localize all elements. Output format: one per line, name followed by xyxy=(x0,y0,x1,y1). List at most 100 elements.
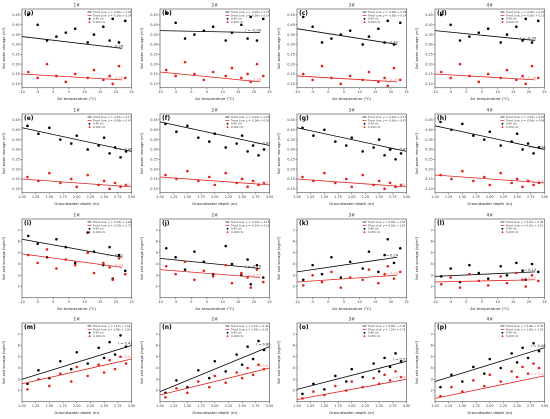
data-point xyxy=(196,380,200,384)
x-tick-label: 10 xyxy=(82,90,86,94)
x-axis-label: Air temperature (°C) xyxy=(195,96,235,101)
data-point xyxy=(367,267,371,271)
x-tick-label: 5 xyxy=(68,90,70,94)
data-point xyxy=(334,374,337,378)
data-point xyxy=(48,384,51,388)
panel-letter: (f) xyxy=(162,115,170,122)
y-tick-label: 0.25 xyxy=(12,157,20,161)
data-point xyxy=(498,171,502,175)
correlation-label: r = 0.24 xyxy=(383,253,398,257)
legend-entry: Trend Line: y = 0.02x + 2.54 xyxy=(368,219,406,223)
data-point xyxy=(439,13,443,17)
plot-frame xyxy=(159,8,270,89)
correlation-label: r = 0.46 xyxy=(530,344,545,348)
data-point xyxy=(211,25,214,29)
chart-panel-m: 1# 1.00 1.25 1.50 1.75 2.00 2.25 2.50 2.75 3.00 2 3… xyxy=(2,317,136,415)
y-tick-label: 0.35 xyxy=(150,33,158,37)
x-tick-label: 10 xyxy=(220,90,224,94)
data-point xyxy=(458,39,461,42)
x-tick-label: 20 xyxy=(114,90,118,94)
data-point xyxy=(520,39,524,42)
data-point xyxy=(320,280,324,283)
data-point xyxy=(520,185,524,188)
x-tick-label: 1.75 xyxy=(334,404,342,408)
x-tick-label: 2.25 xyxy=(87,195,95,199)
data-point xyxy=(486,72,489,76)
x-tick-label: -5 xyxy=(173,90,176,94)
y-tick-label: 0.35 xyxy=(425,138,433,142)
y-tick-label: 0.30 xyxy=(425,43,433,47)
panel-title: 1# xyxy=(73,3,80,9)
chart-panel-p: 4# 1.00 1.25 1.50 1.75 2.00 2.25 2.50 2.75 3.00 2 3… xyxy=(415,317,548,415)
data-point xyxy=(383,373,386,377)
data-point xyxy=(123,76,127,80)
data-point xyxy=(196,369,200,372)
data-point xyxy=(438,386,442,389)
data-point xyxy=(164,11,168,15)
data-point xyxy=(361,149,364,153)
data-point xyxy=(334,181,337,184)
y-tick-label: 3 xyxy=(18,273,20,277)
data-point xyxy=(467,35,471,38)
data-point xyxy=(471,134,475,137)
data-point xyxy=(108,187,111,190)
y-tick-label: 0.15 xyxy=(425,177,433,181)
legend-entry: Trend Line: y = 0.01x + 3.01 xyxy=(506,223,544,227)
data-point xyxy=(102,25,105,29)
y-tick-label: 0.20 xyxy=(150,167,158,171)
y-axis-label: Soil salt storage (kg/m³) xyxy=(140,340,144,384)
data-point xyxy=(202,78,205,82)
legend-swatch-dot xyxy=(88,126,91,128)
legend-swatch-dot xyxy=(363,17,366,20)
x-tick-label: 2.25 xyxy=(224,404,232,408)
data-point xyxy=(163,173,167,177)
x-tick-label: 1.00 xyxy=(156,195,164,199)
data-point xyxy=(312,390,315,394)
x-tick-label: 1.25 xyxy=(32,404,40,408)
data-point xyxy=(523,82,527,86)
trend-line xyxy=(296,256,398,272)
correlation-label: r = -0.47 xyxy=(254,141,270,145)
data-point xyxy=(239,23,243,27)
trend-line xyxy=(21,127,132,152)
data-point xyxy=(251,179,254,182)
data-point xyxy=(69,380,73,384)
data-point xyxy=(248,15,252,19)
legend-entry: 0-100 cm xyxy=(368,334,381,338)
data-point xyxy=(86,250,89,254)
x-tick-label: 3.00 xyxy=(128,404,136,408)
legend-entry: 0-100 cm xyxy=(506,334,519,338)
data-point xyxy=(509,181,513,184)
y-axis-label: Soil salt storage (kg/m³) xyxy=(277,236,281,280)
x-tick-label: 5 xyxy=(480,300,482,304)
trend-line xyxy=(434,270,535,277)
data-point xyxy=(234,141,238,145)
y-tick-label: 0.25 xyxy=(150,52,158,56)
x-tick-label: 20 xyxy=(389,90,393,94)
data-point xyxy=(64,80,68,84)
x-axis-label: Groundwater depth (m) xyxy=(329,410,374,415)
y-tick-label: 0.45 xyxy=(425,13,433,17)
data-point xyxy=(498,76,502,80)
data-point xyxy=(202,268,205,272)
data-point xyxy=(515,177,518,181)
legend-entry: 0-100 cm xyxy=(231,334,244,338)
data-point xyxy=(119,334,122,337)
legend-entry: Trend Line: y = -0.06x + 0.48 xyxy=(506,118,545,122)
data-point xyxy=(509,140,513,143)
x-tick-label: -5 xyxy=(36,90,39,94)
data-point xyxy=(367,35,371,38)
y-tick-label: 0.10 xyxy=(12,82,20,86)
data-point xyxy=(248,80,252,84)
legend-entry: Trend Line: y = -0.00x + 0.14 xyxy=(231,13,270,17)
data-point xyxy=(486,283,489,287)
y-tick-label: 4 xyxy=(293,262,295,266)
legend-swatch-dot xyxy=(226,21,228,24)
data-point xyxy=(55,237,58,241)
x-tick-label: -10 xyxy=(294,90,300,94)
data-point xyxy=(372,145,375,149)
correlation-label: r = 0.11 xyxy=(521,275,536,279)
data-point xyxy=(92,249,96,253)
data-point xyxy=(239,271,243,274)
